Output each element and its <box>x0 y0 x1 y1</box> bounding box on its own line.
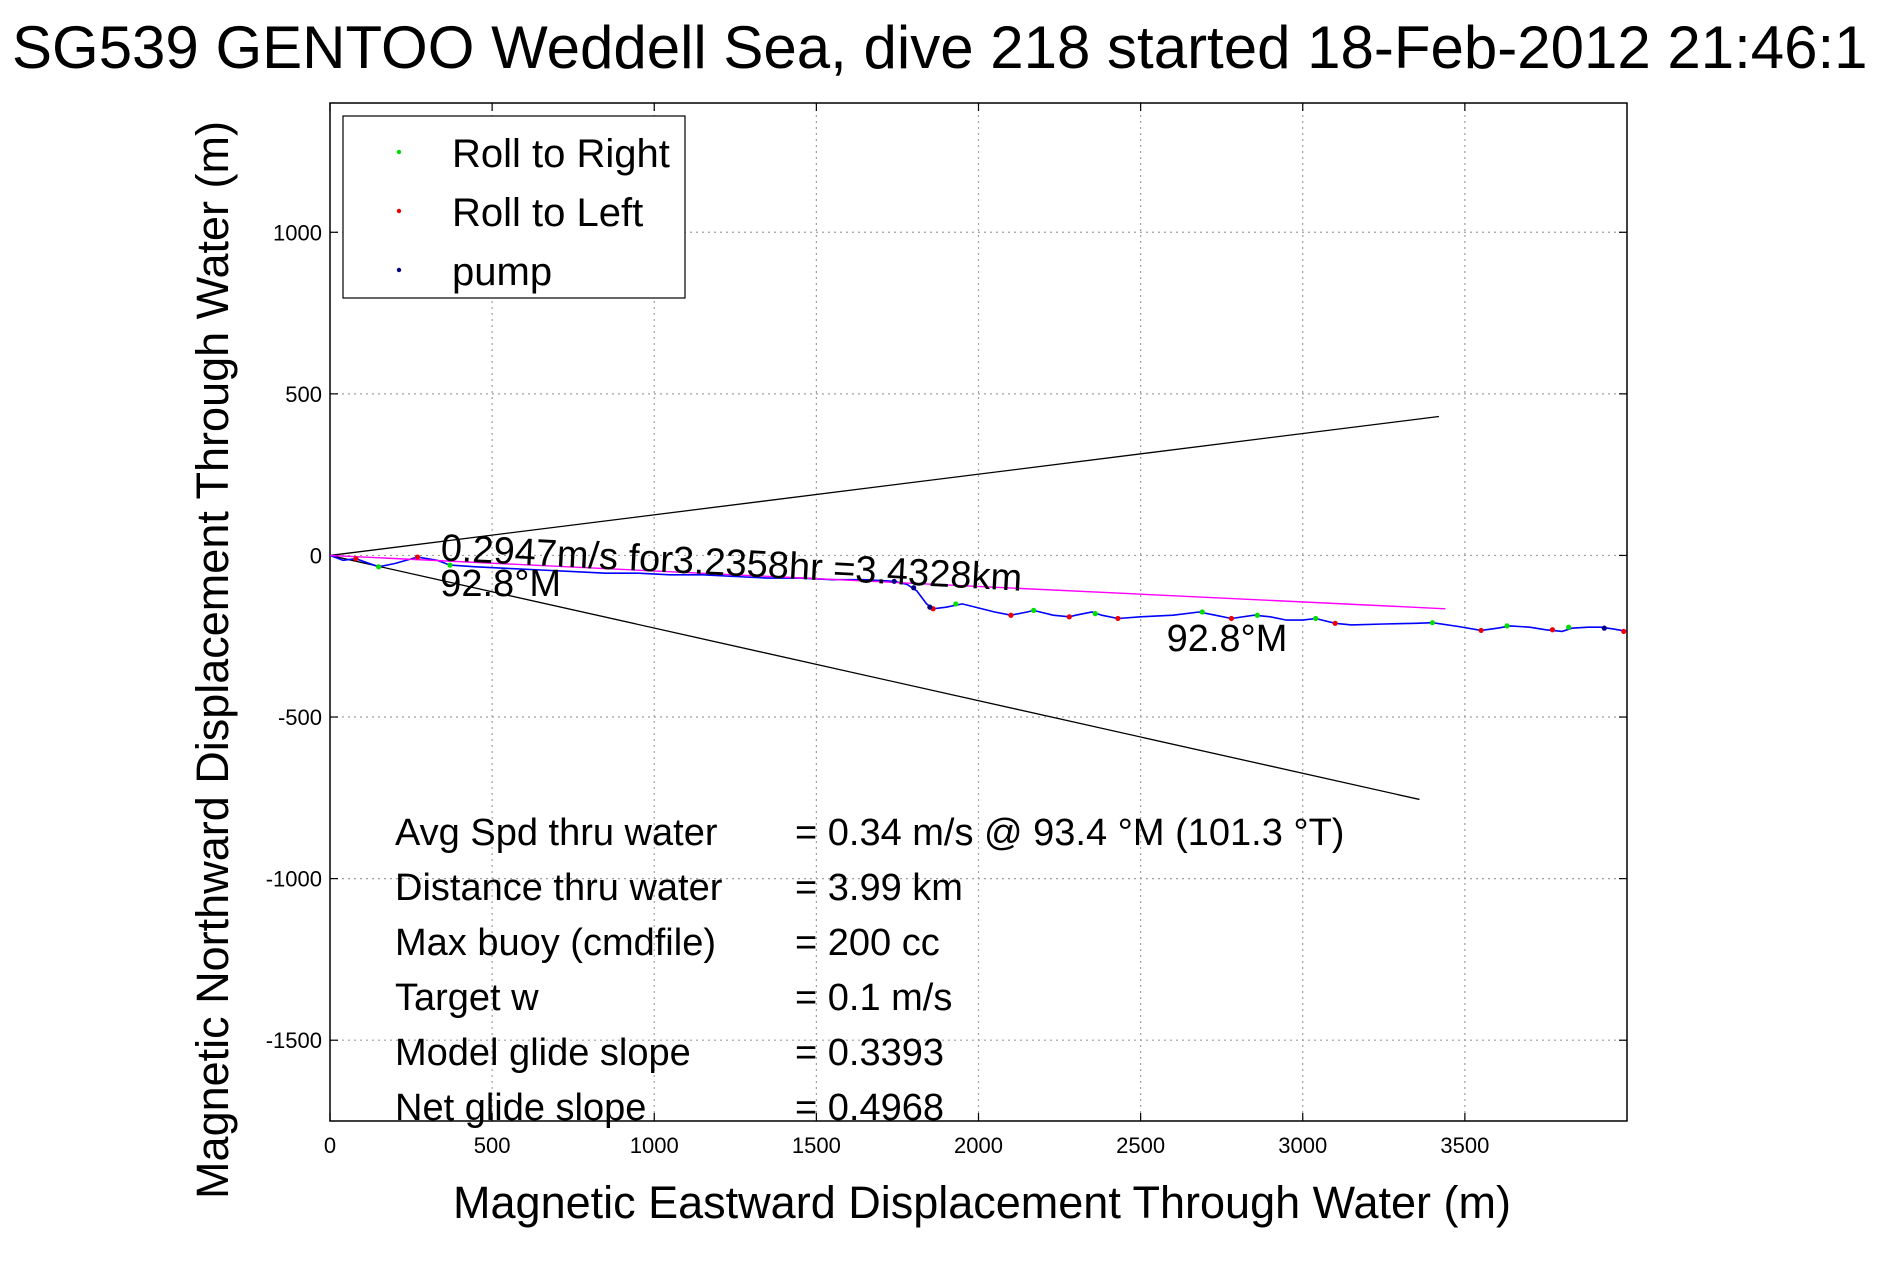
legend-label: Roll to Left <box>452 191 643 235</box>
legend-box <box>342 115 686 299</box>
x-tick-label: 2500 <box>1116 1133 1165 1158</box>
track-line <box>329 554 1628 633</box>
legend: Roll to Right Roll to Left pump <box>342 115 686 299</box>
pump-point <box>891 578 897 584</box>
x-tick-label: 500 <box>474 1133 511 1158</box>
pump-point <box>911 585 917 591</box>
chart-title: SG539 GENTOO Weddell Sea, dive 218 start… <box>12 14 1868 81</box>
average-heading-line <box>329 554 1446 610</box>
x-tick-label: 1500 <box>792 1133 841 1158</box>
annotation-label: 92.8°M <box>1167 618 1288 660</box>
dive-stats: Avg Spd thru water = 0.34 m/s @ 93.4 °M (… <box>395 812 1344 1129</box>
stat-value: = 3.99 km <box>795 867 963 909</box>
x-tick-label: 3000 <box>1278 1133 1327 1158</box>
cone-line-lower <box>329 554 1420 801</box>
y-tick-label: -1500 <box>266 1028 322 1053</box>
roll-right-point <box>953 601 959 607</box>
roll-left-point <box>353 556 359 562</box>
roll-left-point <box>414 554 421 560</box>
x-tick-label: 1000 <box>630 1133 679 1158</box>
y-axis-title: Magnetic Northward Displacement Through … <box>187 121 238 1199</box>
stat-value: = 0.34 m/s @ 93.4 °M (101.3 °T) <box>795 812 1344 854</box>
y-tick-label: -1000 <box>266 867 322 892</box>
roll-right-point <box>1031 607 1037 613</box>
roll-right-point <box>1429 620 1436 626</box>
series-layer <box>329 554 1628 634</box>
roll-left-point <box>1115 615 1121 622</box>
roll-right-point <box>376 564 382 570</box>
x-tick-label: 0 <box>324 1133 336 1158</box>
stat-label: Model glide slope <box>395 1032 691 1074</box>
stat-value: = 0.4968 <box>795 1087 944 1129</box>
cone-line-upper <box>329 415 1440 557</box>
stat-value: = 200 cc <box>795 922 940 964</box>
roll-left-point <box>1478 627 1484 634</box>
roll-left-point <box>1066 614 1072 620</box>
stat-label: Max buoy (cmdfile) <box>395 922 716 964</box>
y-tick-label: 1000 <box>273 220 322 245</box>
y-tick-label: 500 <box>285 382 322 407</box>
stat-label: Distance thru water <box>395 867 723 909</box>
pump-point <box>1601 625 1607 631</box>
roll-right-point <box>1092 611 1098 617</box>
pump-point <box>927 604 933 610</box>
legend-marker <box>396 149 402 155</box>
y-tick-label: 0 <box>310 543 322 568</box>
y-tick-label: -500 <box>278 705 322 730</box>
roll-right-point <box>1504 623 1510 629</box>
stat-label: Target w <box>395 977 539 1019</box>
x-tick-label: 2000 <box>954 1133 1003 1158</box>
legend-marker <box>396 208 402 214</box>
roll-left-point <box>1621 628 1627 634</box>
roll-left-point <box>1549 627 1556 633</box>
roll-right-point <box>1313 615 1319 622</box>
roll-right-point <box>447 562 453 568</box>
roll-right-point <box>1566 624 1572 630</box>
roll-left-point <box>1332 620 1338 626</box>
stat-label: Net glide slope <box>395 1087 646 1129</box>
roll-right-point <box>1254 612 1260 618</box>
annotation-label: 92.8°M <box>440 563 561 605</box>
stat-label: Avg Spd thru water <box>395 812 718 854</box>
stat-value: = 0.1 m/s <box>795 977 952 1019</box>
legend-label: Roll to Right <box>452 132 670 176</box>
stat-value: = 0.3393 <box>795 1032 944 1074</box>
annotations: 0.2947m/s for3.2358hr =3.4328km92.8°M92.… <box>440 527 1288 659</box>
heading-cone <box>329 415 1440 801</box>
x-tick-label: 3500 <box>1440 1133 1489 1158</box>
roll-left-point <box>1008 612 1014 618</box>
roll-left-point <box>1228 615 1235 622</box>
x-axis-title: Magnetic Eastward Displacement Through W… <box>453 1177 1511 1228</box>
legend-label: pump <box>452 250 552 294</box>
legend-marker <box>396 267 402 273</box>
axis-ticks: 0 500 1000 1500 2000 2500 3000 3500 1000 500 0 -500… <box>266 103 1627 1158</box>
roll-right-point <box>1199 609 1205 615</box>
